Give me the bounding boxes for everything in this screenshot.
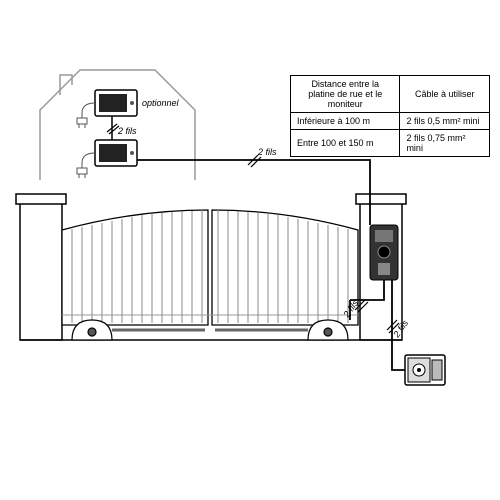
- table-r1c2: 2 fils 0,5 mm² mini: [400, 113, 490, 130]
- gate: [62, 210, 358, 325]
- label-2fils-house: 2 fils: [117, 126, 137, 136]
- table-r2c2: 2 fils 0,75 mm² mini: [400, 130, 490, 157]
- label-2fils-long: 2 fils: [257, 147, 277, 157]
- table-r2c1: Entre 100 et 150 m: [291, 130, 400, 157]
- table-r1c1: Inférieure à 100 m: [291, 113, 400, 130]
- table-h2: Câble à utiliser: [400, 76, 490, 113]
- street-panel: [370, 225, 398, 280]
- lock: [405, 355, 445, 385]
- table-h1: Distance entre la platine de rue et le m…: [291, 76, 400, 113]
- monitor-bottom: [95, 140, 137, 166]
- monitor-top: [95, 90, 137, 116]
- cable-table: Distance entre la platine de rue et le m…: [290, 75, 490, 157]
- pillar-left: [16, 194, 66, 340]
- plug-bottom: [77, 153, 95, 178]
- label-optionnel: optionnel: [142, 98, 180, 108]
- plug-top: [77, 103, 95, 128]
